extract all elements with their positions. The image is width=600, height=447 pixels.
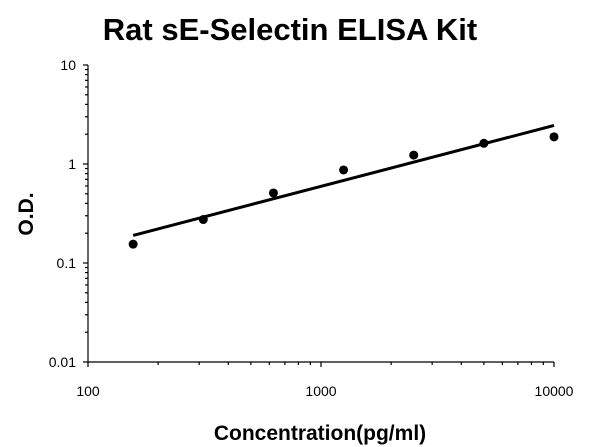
trendline xyxy=(132,124,555,237)
x-axis-label: Concentration(pg/ml) xyxy=(214,422,426,445)
data-point xyxy=(549,132,559,142)
data-point xyxy=(339,165,349,175)
chart-title: Rat sE-Selectin ELISA Kit xyxy=(103,12,477,47)
y-tick-label: 1 xyxy=(68,156,76,172)
y-axis-label: O.D. xyxy=(15,192,38,235)
data-points xyxy=(128,132,559,249)
x-tick-label: 10000 xyxy=(535,383,574,399)
data-point xyxy=(409,150,419,160)
axes xyxy=(87,65,554,363)
y-ticks: 0.01 0.1 1 10 xyxy=(49,57,88,370)
x-tick-label: 1000 xyxy=(305,383,336,399)
x-tick-label: 100 xyxy=(76,383,100,399)
data-point xyxy=(128,239,138,249)
y-tick-label: 0.1 xyxy=(57,255,77,271)
y-tick-label: 10 xyxy=(60,57,76,73)
trendline-group xyxy=(132,124,555,237)
data-point xyxy=(268,188,278,198)
x-ticks: 100 1000 10000 xyxy=(76,362,574,399)
y-tick-label: 0.01 xyxy=(49,354,76,370)
data-point xyxy=(479,138,489,148)
data-point xyxy=(198,215,208,225)
